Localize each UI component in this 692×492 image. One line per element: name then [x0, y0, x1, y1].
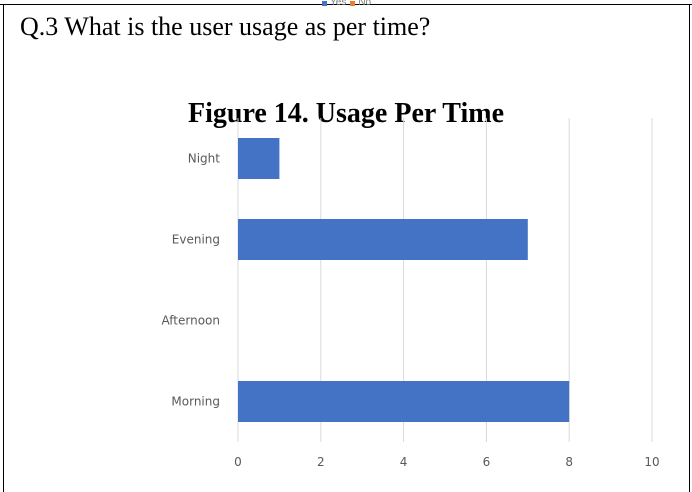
- legend-swatch-no: [350, 0, 356, 6]
- legend-label-yes: Yes: [330, 0, 347, 8]
- right-border: [689, 4, 690, 492]
- x-tick-label-0: 0: [234, 455, 242, 469]
- legend-label-no: No: [358, 0, 372, 8]
- bar-morning: [238, 381, 570, 422]
- category-label-night: Night: [188, 152, 221, 166]
- bar-evening: [238, 219, 528, 260]
- legend-swatch-yes: [322, 0, 327, 6]
- chart-title: Figure 14. Usage Per Time: [188, 98, 504, 129]
- bar-night: [238, 138, 280, 179]
- category-label-evening: Evening: [172, 233, 220, 247]
- chart-legend: Yes No: [322, 0, 371, 9]
- bars: [238, 138, 570, 422]
- x-tick-label-10: 10: [644, 455, 659, 469]
- left-border: [3, 4, 4, 492]
- question-text: Q.3 What is the user usage as per time?: [20, 12, 431, 41]
- legend-item-yes: Yes: [322, 0, 346, 9]
- top-border: [0, 4, 692, 5]
- x-tick-label-8: 8: [565, 455, 573, 469]
- legend-item-no: No: [350, 0, 371, 9]
- category-label-afternoon: Afternoon: [162, 314, 221, 328]
- x-tick-label-4: 4: [400, 455, 408, 469]
- x-tick-label-2: 2: [317, 455, 325, 469]
- x-tick-labels: 0 2 4 6 8 10: [234, 455, 659, 469]
- category-label-morning: Morning: [171, 395, 220, 409]
- x-tick-label-6: 6: [483, 455, 491, 469]
- category-labels: Night Evening Afternoon Morning: [162, 152, 221, 409]
